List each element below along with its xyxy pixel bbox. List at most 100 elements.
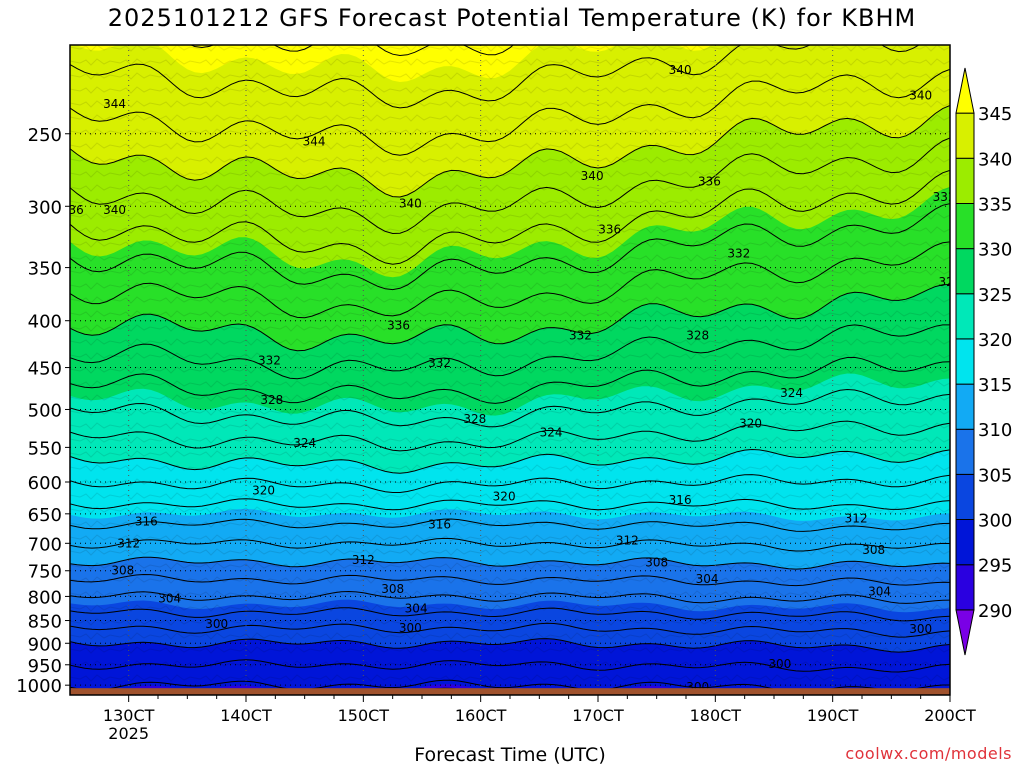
contour-label: 328 (686, 328, 709, 342)
y-tick-label: 900 (28, 634, 62, 655)
y-tick-label: 500 (28, 400, 62, 421)
contour-318 (70, 474, 950, 493)
y-tick-label: 600 (28, 473, 62, 494)
contour-label: 320 (493, 489, 516, 503)
contour-label: 328 (260, 393, 283, 407)
y-tick-label: 350 (28, 259, 62, 280)
x-tick-label: 160CT (455, 706, 507, 725)
contour-316 (70, 498, 950, 511)
contour-label: 300 (909, 622, 932, 636)
y-tick-label: 850 (28, 612, 62, 633)
chart-title: 2025101212 GFS Forecast Potential Temper… (107, 4, 917, 32)
contour-label: 300 (205, 617, 228, 631)
contour-label: 312 (845, 512, 868, 526)
contour-304 (70, 607, 950, 622)
colorbar-label: 310 (978, 420, 1012, 441)
x-tick-label: 140CT (220, 706, 272, 725)
y-tick-label: 450 (28, 359, 62, 380)
colorbar-swatch (955, 564, 975, 611)
colorbar-swatch (955, 428, 975, 475)
contour-312 (70, 537, 950, 552)
colorbar-swatch (955, 202, 975, 250)
contour-label: 340 (103, 203, 126, 217)
colorbar-label: 300 (978, 511, 1012, 532)
contour-label: 324 (540, 426, 563, 440)
contour-label: 332 (569, 328, 592, 342)
contour-label: 332 (258, 353, 281, 367)
contour-346 (189, 45, 514, 57)
x-tick-sublabel: 2025 (108, 724, 149, 743)
contour-label: 308 (862, 543, 885, 557)
y-tick-label: 1000 (16, 676, 62, 697)
contour-label: 344 (103, 97, 126, 111)
contour-308 (70, 573, 950, 587)
contour-label: 336 (61, 203, 84, 217)
contour-label: 332 (428, 356, 451, 370)
contour-label: 332 (933, 190, 956, 204)
colorbar: 290 295 300 305 310 315 320 325 330 335 340 345 (955, 67, 1012, 656)
contour-302 (70, 622, 950, 638)
colorbar-label: 305 (978, 465, 1012, 486)
contour-322 (70, 420, 950, 452)
y-tick-label: 400 (28, 312, 62, 333)
colorbar-label: 290 (978, 601, 1012, 622)
colorbar-swatch (955, 67, 975, 114)
credit-link[interactable]: coolwx.com/models (845, 744, 1012, 763)
contour-324 (70, 388, 950, 428)
colorbar-label: 335 (978, 194, 1012, 215)
contour-310 (70, 556, 950, 570)
x-tick-label: 180CT (690, 706, 742, 725)
contour-332 (70, 241, 950, 319)
colorbar-swatch (955, 383, 975, 430)
colorbar-swatch (955, 293, 975, 340)
contour-label: 312 (352, 553, 375, 567)
contour-labels: 344 344 340 340 336 340 336 336 340 340 336 332 332 3… (61, 63, 956, 694)
colorbar-swatch (955, 519, 975, 566)
colorbar-label: 315 (978, 375, 1012, 396)
x-tick-label: 190CT (807, 706, 859, 725)
contour-328 (70, 324, 950, 380)
x-tick-label: 150CT (338, 706, 390, 725)
contour-label: 312 (117, 536, 140, 550)
contour-label: 304 (696, 572, 719, 586)
x-axis: 130CT 140CT 150CT 160CT 170CT 180CT 190CT 200CT… (103, 695, 976, 743)
colorbar-swatch (955, 473, 975, 521)
contour-label: 308 (645, 556, 668, 570)
contour-label: 336 (387, 319, 410, 333)
y-tick-label: 750 (28, 562, 62, 583)
y-tick-label: 300 (28, 197, 62, 218)
colorbar-label: 340 (978, 149, 1012, 170)
x-tick-label: 200CT (924, 706, 976, 725)
grid-lines (70, 45, 950, 695)
colorbar-swatch (955, 609, 975, 656)
colorbar-label: 345 (978, 104, 1012, 125)
colorbar-swatch (955, 157, 975, 204)
contour-label: 316 (669, 493, 692, 507)
x-axis-label: Forecast Time (UTC) (414, 744, 606, 766)
contour-330 (70, 284, 950, 352)
contour-320 (70, 448, 950, 474)
contour-label: 304 (868, 584, 891, 598)
ground-below-surface (70, 688, 950, 695)
contour-label: 340 (581, 169, 604, 183)
contour-336 (70, 169, 950, 265)
contour-label: 320 (252, 484, 275, 498)
x-tick-label: 130CT (103, 706, 155, 725)
band-texture (70, 45, 950, 695)
contour-label: 344 (303, 135, 326, 149)
contour-label: 328 (463, 412, 486, 426)
colorbar-label: 320 (978, 330, 1012, 351)
contour-label: 340 (399, 197, 422, 211)
y-axis: 2503003504004505005506006507007508008509… (16, 125, 70, 697)
contour-label: 340 (909, 88, 932, 102)
contour-label: 316 (135, 515, 158, 529)
contour-314 (70, 518, 950, 532)
contour-label: 336 (698, 175, 721, 189)
colorbar-swatch (955, 248, 975, 295)
y-tick-label: 950 (28, 656, 62, 677)
contour-label: 324 (293, 436, 316, 450)
contour-340 (70, 105, 950, 198)
contour-label: 300 (399, 621, 422, 635)
contour-label: 332 (727, 247, 750, 261)
contour-label: 300 (768, 657, 791, 671)
